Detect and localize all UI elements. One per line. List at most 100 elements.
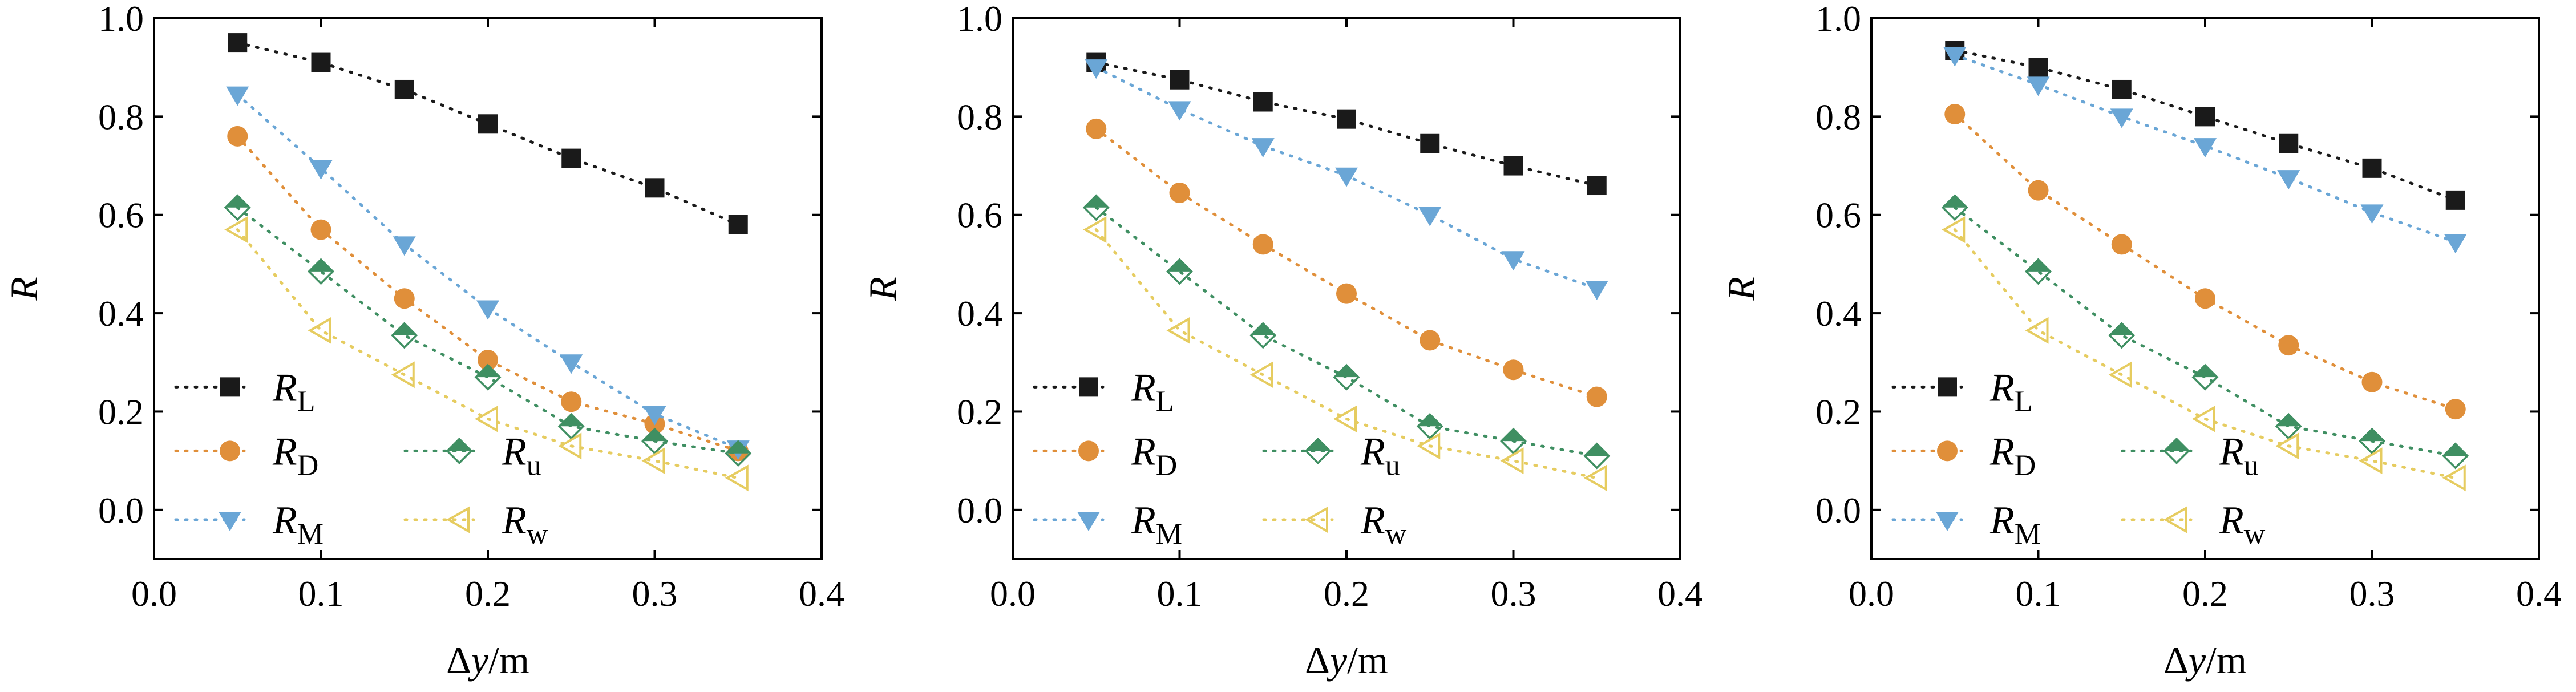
data-point-u-outline (1333, 363, 1360, 391)
legend-label: RD (1989, 430, 2036, 481)
data-point-w (224, 216, 248, 244)
legend-marker (1938, 377, 1957, 397)
x-tick-label: 0.0 (131, 573, 177, 614)
data-point-u-outline (1941, 194, 1968, 221)
data-point-u-fill (1418, 414, 1442, 427)
data-point-w (558, 432, 582, 460)
y-tick-label: 0.4 (98, 293, 144, 334)
series-u (1941, 194, 2469, 470)
x-axis-label-part: /m (1347, 638, 1388, 682)
data-point-L (645, 178, 665, 198)
data-point-u (2359, 427, 2385, 455)
y-tick-label: 0.0 (98, 490, 144, 531)
chart-panel-2: 0.0 0.1 0.2 0.3 0.40.00.20.40.60.81.0Δy/mRRL… (861, 0, 1703, 682)
legend-label-base: R (2219, 430, 2244, 474)
data-point-D (1503, 359, 1524, 381)
data-point-D (1944, 104, 1966, 125)
legend-marker (2163, 437, 2190, 464)
legend-label-sub: u (527, 449, 541, 481)
series-line-w (236, 228, 740, 480)
legend-label-sub: M (2015, 518, 2041, 551)
legend-item-L: RL (1891, 366, 2033, 418)
legend-item-M: RM (1033, 499, 1182, 551)
legend-label-sub: L (2015, 385, 2033, 418)
legend-label-base: R (1360, 430, 1385, 474)
legend-label-base: R (1989, 499, 2015, 543)
y-tick-label: 0.6 (957, 195, 1002, 236)
data-point-M (2444, 234, 2467, 254)
data-point-u-outline (641, 427, 668, 455)
data-point-u-fill (1584, 444, 1609, 456)
data-point-w (1500, 447, 1524, 475)
series-line-w (1953, 228, 2457, 480)
y-tick-label: 1.0 (1815, 0, 1861, 39)
data-point-L (728, 215, 748, 234)
data-point-D (2361, 371, 2383, 392)
legend-label: RM (272, 499, 323, 551)
legend-label-sub: u (1385, 449, 1400, 481)
legend-label-base: R (502, 499, 527, 543)
data-point-u-fill (2026, 259, 2051, 272)
x-tick-label: 0.1 (1157, 573, 1203, 614)
data-point-D (394, 288, 415, 309)
data-point-u-outline (2025, 258, 2052, 285)
data-point-w (2108, 361, 2132, 389)
series-L (1945, 41, 2465, 210)
y-tick-label: 1.0 (957, 0, 1002, 39)
data-point-M (1502, 251, 1525, 271)
legend-label-base: R (1989, 366, 2015, 410)
data-point-M (1943, 47, 1967, 67)
data-point-u-outline (1249, 322, 1277, 349)
y-tick-label: 0.8 (98, 96, 144, 137)
series-u (224, 194, 752, 467)
data-point-u-fill (1084, 195, 1109, 208)
data-point-u (641, 427, 668, 455)
data-point-u-outline (2275, 412, 2302, 440)
data-point-D (561, 391, 582, 412)
data-point-w (2275, 432, 2299, 460)
legend-marker-fill (2165, 439, 2189, 451)
data-point-D (2028, 180, 2049, 201)
data-point-w (641, 447, 665, 475)
data-point-u-fill (642, 429, 667, 442)
x-axis-label-part: y (468, 638, 489, 682)
data-point-L (228, 33, 248, 53)
x-axis-label: Δy/m (446, 638, 529, 682)
data-point-w (474, 405, 498, 432)
data-point-u (1416, 412, 1443, 440)
data-point-u-outline (224, 194, 251, 221)
y-tick-label: 1.0 (98, 0, 144, 39)
x-axis-label-part: Δ (446, 638, 471, 682)
data-point-M (2194, 138, 2217, 158)
legend-label-base: R (272, 366, 297, 410)
data-point-M (1168, 101, 1191, 121)
y-axis-label: R (1720, 277, 1763, 301)
data-point-w (391, 361, 415, 389)
x-axis-label: Δy/m (2163, 638, 2247, 682)
data-point-D (1169, 182, 1190, 203)
legend-marker (1079, 377, 1098, 397)
y-tick-label: 0.6 (1815, 195, 1861, 236)
data-point-M (2027, 76, 2050, 96)
x-tick-label: 0.0 (990, 573, 1036, 614)
data-point-u-fill (2443, 444, 2468, 456)
legend-marker (1304, 506, 1328, 533)
data-point-u (2191, 363, 2219, 391)
data-point-u-fill (1501, 429, 1526, 442)
x-tick-label: 0.2 (1324, 573, 1369, 614)
data-point-u (2275, 412, 2302, 440)
data-point-D (227, 126, 248, 147)
data-point-u-fill (1943, 195, 1967, 208)
legend-marker (446, 437, 473, 464)
legend-label-base: R (272, 430, 297, 474)
data-point-M (2360, 204, 2384, 224)
legend-label: Ru (502, 430, 541, 481)
data-point-L (311, 52, 331, 72)
legend-item-D: RD (1891, 430, 2036, 481)
series-line-w (1094, 228, 1599, 480)
legend-item-M: RM (174, 499, 323, 551)
legend-label-sub: L (297, 385, 316, 418)
legend-marker (446, 506, 470, 533)
x-tick-label: 0.1 (2016, 573, 2061, 614)
